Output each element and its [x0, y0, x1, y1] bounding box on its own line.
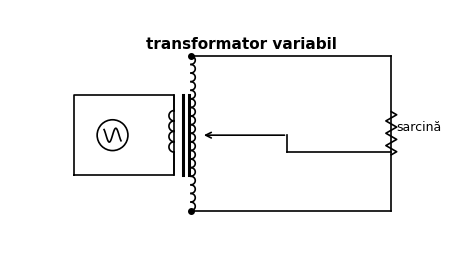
- Text: sarcină: sarcină: [396, 121, 441, 133]
- Text: transformator variabil: transformator variabil: [146, 37, 337, 52]
